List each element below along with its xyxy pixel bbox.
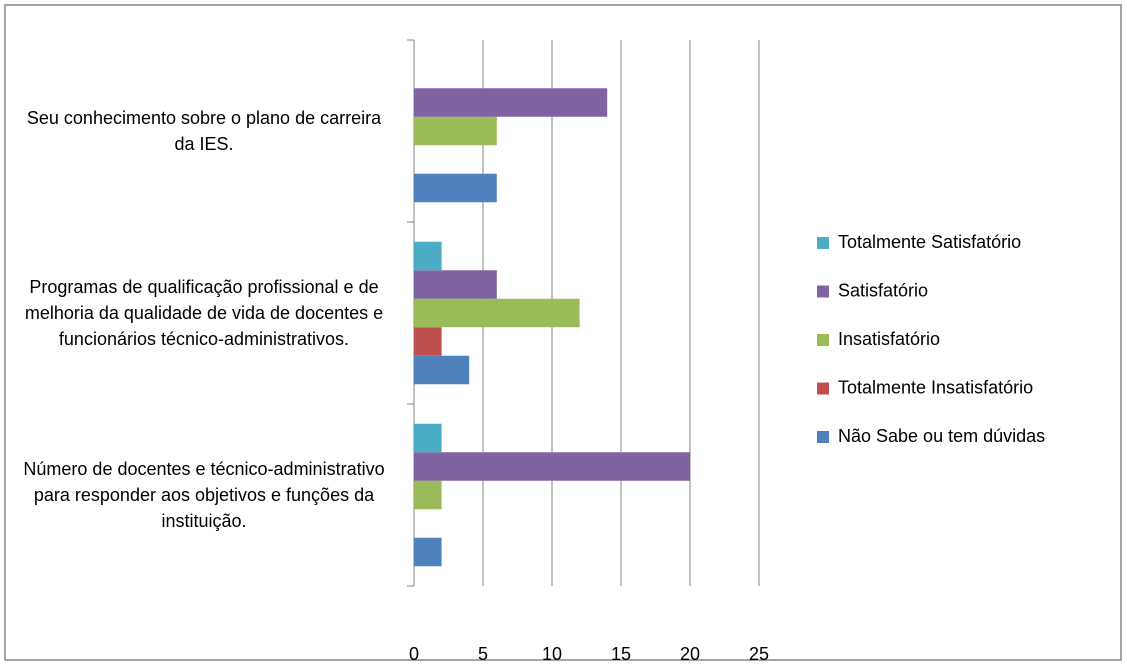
y-tick-label: Seu conhecimento sobre o plano de carrei… [26, 108, 382, 154]
x-tick-label: 10 [542, 644, 562, 664]
bar [414, 116, 497, 146]
legend-swatch [817, 334, 829, 346]
bar [414, 298, 580, 328]
bar [414, 270, 497, 299]
bar [414, 423, 442, 453]
x-tick-label: 25 [749, 644, 769, 664]
bar [414, 355, 470, 385]
y-tick-label: Número de docentes e técnico-administrat… [23, 459, 385, 531]
legend-swatch [817, 237, 829, 249]
bar [414, 327, 442, 356]
bar [414, 537, 442, 567]
x-tick-label: 5 [478, 644, 488, 664]
bar [414, 452, 690, 481]
legend-label: Totalmente Satisfatório [838, 232, 1021, 252]
bar [414, 173, 497, 203]
legend-swatch [817, 382, 829, 395]
legend-label: Não Sabe ou tem dúvidas [838, 426, 1045, 446]
legend-label: Insatisfatório [838, 329, 940, 349]
bar [414, 480, 442, 510]
bar [414, 241, 442, 271]
bar [414, 88, 608, 117]
x-tick-label: 20 [680, 644, 700, 664]
x-tick-label: 0 [409, 644, 419, 664]
x-tick-label: 15 [611, 644, 631, 664]
legend-swatch [817, 431, 829, 443]
y-tick-label: Programas de qualificação profissional e… [24, 277, 384, 349]
legend-label: Satisfatório [838, 280, 928, 300]
legend-label: Totalmente Insatisfatório [838, 377, 1033, 397]
legend-swatch [817, 285, 829, 298]
